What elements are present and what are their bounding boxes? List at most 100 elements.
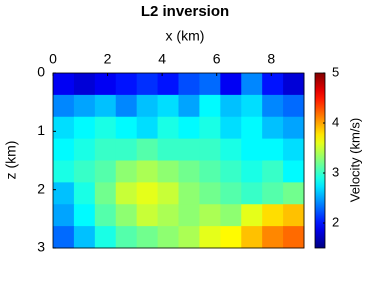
colorbar	[314, 72, 326, 249]
heat-cell	[94, 73, 117, 96]
heat-cell	[199, 204, 221, 227]
y-tick-label: 2	[37, 180, 45, 196]
heat-cell	[73, 73, 96, 96]
x-tick-label: 0	[49, 51, 57, 67]
heat-cell	[115, 204, 138, 227]
heat-cell	[220, 116, 242, 140]
x-tick-label: 4	[158, 51, 166, 67]
heat-cell	[178, 138, 200, 161]
heat-cell	[262, 204, 284, 227]
heat-cell	[157, 226, 179, 249]
heat-cell	[53, 138, 75, 161]
heat-cell	[220, 226, 242, 249]
heat-cell	[157, 182, 179, 205]
heat-cell	[94, 94, 117, 118]
heat-cell	[94, 138, 117, 161]
heat-cell	[241, 73, 263, 96]
heat-cell	[157, 73, 179, 96]
heat-cell	[94, 204, 117, 227]
heat-cell	[115, 73, 138, 96]
heat-cell	[283, 182, 305, 205]
heat-cell	[220, 94, 242, 118]
heat-cell	[220, 73, 242, 96]
heat-cell	[283, 73, 305, 96]
heat-cell	[178, 182, 200, 205]
heat-cell	[157, 138, 179, 161]
heat-cell	[115, 116, 138, 140]
heat-cell	[53, 94, 75, 118]
heat-cell	[199, 160, 221, 183]
heat-cell	[241, 138, 263, 161]
heat-cell	[136, 160, 159, 183]
heat-cell	[73, 116, 96, 140]
colorbar-label: Velocity (km/s)	[347, 118, 362, 203]
heat-cell	[53, 116, 75, 140]
heat-cell	[136, 204, 159, 227]
heat-cell	[241, 94, 263, 118]
heat-cell	[157, 94, 179, 118]
heat-cell	[199, 73, 221, 96]
colorbar-tick-label: 4	[332, 114, 339, 129]
heat-cell	[136, 116, 159, 140]
x-axis-label: x (km)	[166, 28, 205, 44]
heat-cell	[283, 116, 305, 140]
heat-cell	[262, 73, 284, 96]
heat-cell	[241, 160, 263, 183]
y-tick-label: 1	[37, 122, 45, 138]
y-tick-label: 3	[37, 239, 45, 255]
heat-cell	[283, 160, 305, 183]
colorbar-tick-label: 5	[332, 64, 339, 79]
heat-cell	[115, 226, 138, 249]
heat-cell	[283, 138, 305, 161]
heat-cell	[199, 94, 221, 118]
heat-cell	[53, 204, 75, 227]
heat-cell	[178, 73, 200, 96]
heat-cell	[178, 94, 200, 118]
x-tick-label: 2	[104, 51, 112, 67]
heat-cell	[157, 116, 179, 140]
heat-cell	[53, 160, 75, 183]
heat-cell	[53, 73, 75, 96]
x-tick-label: 8	[267, 51, 275, 67]
heat-cell	[94, 160, 117, 183]
heat-cell	[220, 182, 242, 205]
heat-cell	[73, 138, 96, 161]
colorbar-tick-label: 3	[332, 164, 339, 179]
chart-title: L2 inversion	[141, 3, 229, 20]
heat-cell	[136, 182, 159, 205]
heat-cell	[94, 226, 117, 249]
heat-cell	[262, 182, 284, 205]
heat-cell	[241, 116, 263, 140]
heat-cell	[241, 204, 263, 227]
heat-cell	[157, 160, 179, 183]
heat-cell	[241, 226, 263, 249]
heat-cell	[94, 116, 117, 140]
heat-cell	[73, 94, 96, 118]
heat-cell	[199, 116, 221, 140]
heat-cell	[73, 160, 96, 183]
heat-cell	[262, 116, 284, 140]
heat-cell	[53, 182, 75, 205]
x-tick-label: 6	[213, 51, 221, 67]
heat-cell	[157, 204, 179, 227]
heat-cell	[115, 138, 138, 161]
heat-cell	[178, 226, 200, 249]
heat-cell	[115, 160, 138, 183]
plot-frame	[52, 72, 305, 249]
heat-cell	[199, 226, 221, 249]
heat-cell	[262, 138, 284, 161]
heat-cell	[283, 204, 305, 227]
y-axis-label: z (km)	[3, 141, 19, 180]
heat-cell	[283, 226, 305, 249]
heat-cell	[178, 204, 200, 227]
heat-cell	[283, 94, 305, 118]
heat-cell	[136, 138, 159, 161]
heat-cell	[136, 226, 159, 249]
heat-cell	[199, 138, 221, 161]
heat-cell	[53, 226, 75, 249]
heat-cell	[136, 94, 159, 118]
heat-cell	[115, 94, 138, 118]
heat-cell	[262, 160, 284, 183]
heat-cell	[73, 182, 96, 205]
